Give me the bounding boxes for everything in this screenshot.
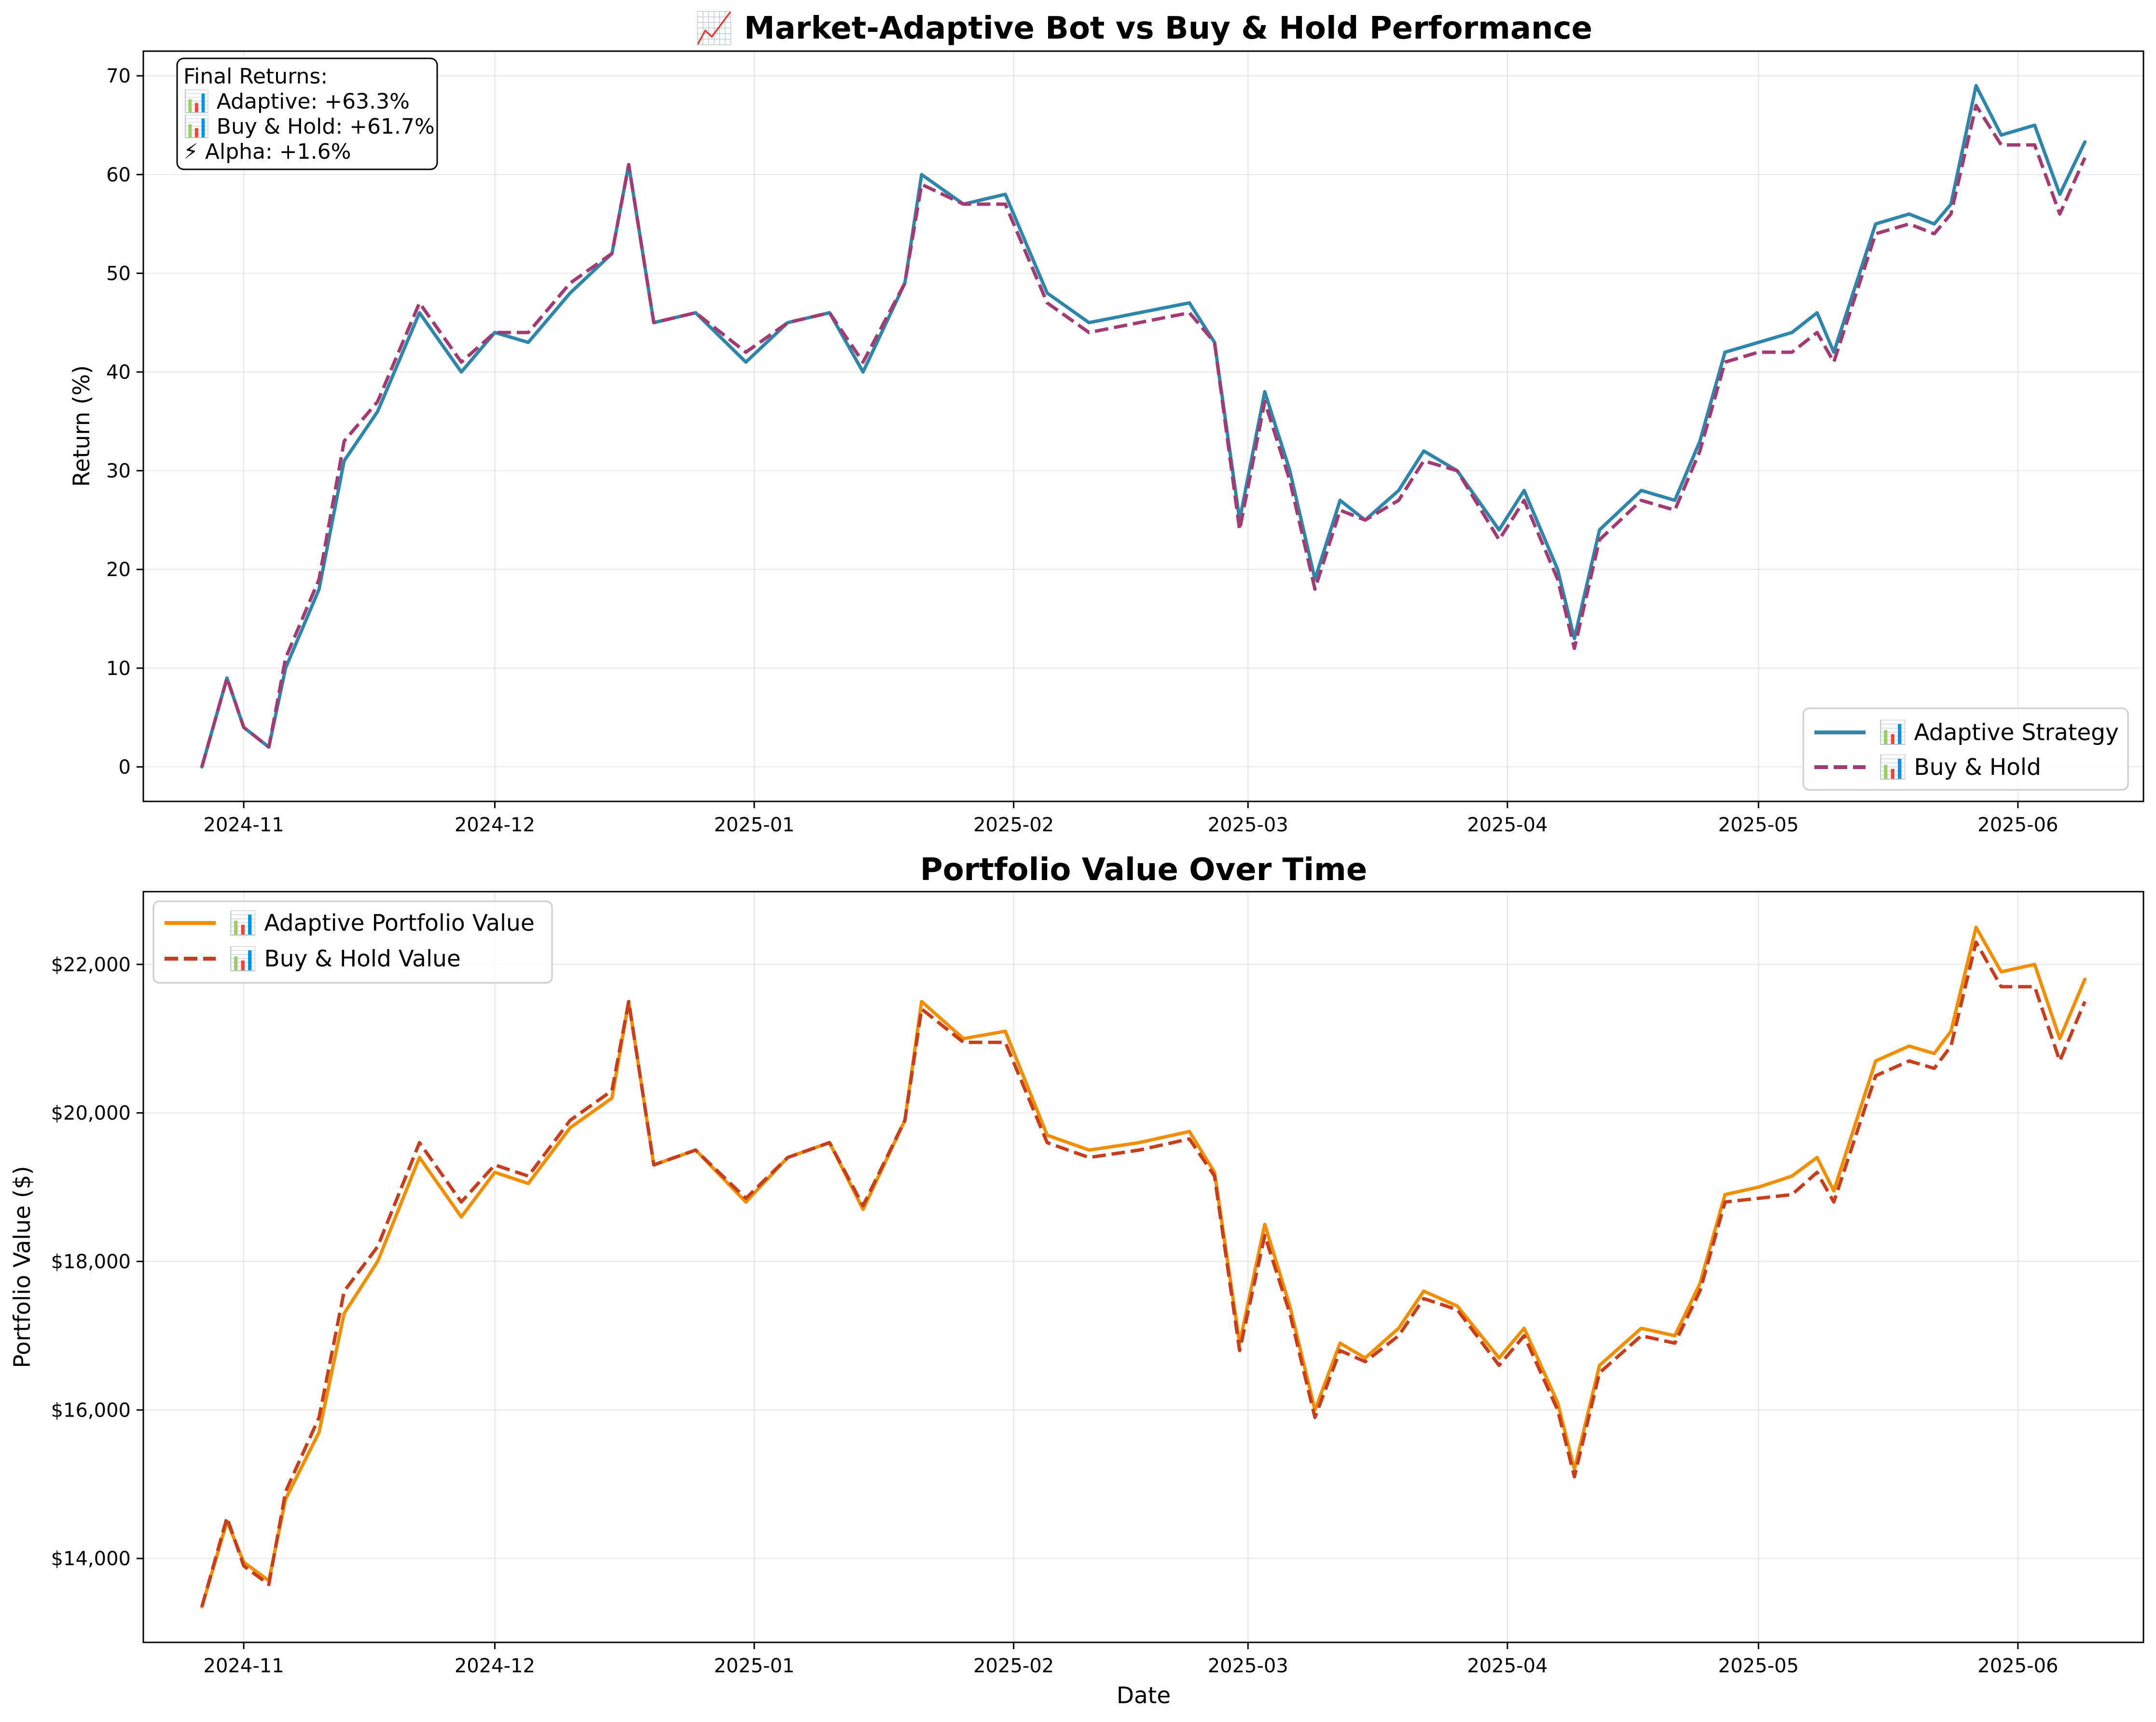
- portfolio-value-chart: Portfolio Value Over Time $14,000 $16,000…: [9, 852, 2144, 1709]
- legend-label-buy-hold-value: 📊 Buy & Hold Value: [229, 946, 461, 972]
- y-tick-label: 50: [106, 262, 131, 285]
- x-tick-label: 2024-12: [455, 1655, 535, 1677]
- legend-label-adaptive-strategy: 📊 Adaptive Strategy: [1879, 719, 2119, 746]
- x-tick-label: 2025-03: [1208, 1655, 1288, 1677]
- x-tick-label: 2025-01: [714, 814, 794, 836]
- y-tick-label: 70: [106, 65, 131, 87]
- x-tick-label: 2025-06: [1977, 814, 2058, 836]
- x-tick-label: 2025-05: [1718, 1655, 1799, 1677]
- x-tick-label: 2025-06: [1977, 1655, 2058, 1677]
- y-tick-label: $18,000: [51, 1251, 131, 1273]
- returns-x-ticks: 2024-11 2024-12 2025-01 2025-02 2025-03 2025-…: [204, 801, 2058, 836]
- annotation-line-3: 📊 Buy & Hold: +61.7%: [183, 114, 435, 139]
- y-tick-label: 0: [119, 756, 131, 778]
- annotation-line-4: ⚡ Alpha: +1.6%: [183, 139, 351, 164]
- returns-chart: 📈 Market-Adaptive Bot vs Buy & Hold Perf…: [69, 11, 2144, 836]
- y-tick-label: $16,000: [51, 1399, 131, 1421]
- returns-y-ticks: 0 10 20 30 40 50 60 70: [106, 65, 143, 778]
- portfolio-chart-title: Portfolio Value Over Time: [920, 852, 1367, 888]
- y-tick-label: 10: [106, 658, 131, 680]
- y-tick-label: 20: [106, 559, 131, 581]
- portfolio-lines: [200, 925, 2087, 1609]
- returns-chart-title: 📈 Market-Adaptive Bot vs Buy & Hold Perf…: [695, 11, 1592, 46]
- portfolio-x-ticks: 2024-11 2024-12 2025-01 2025-02 2025-03 2025-…: [204, 1642, 2058, 1677]
- portfolio-plot-frame: [142, 891, 2144, 1643]
- x-tick-label: 2025-01: [714, 1655, 794, 1677]
- x-tick-label: 2024-11: [204, 1655, 284, 1677]
- returns-legend: 📊 Adaptive Strategy 📊 Buy & Hold: [1802, 707, 2129, 791]
- x-tick-label: 2025-03: [1208, 814, 1288, 836]
- final-returns-annotation: Final Returns: 📊 Adaptive: +63.3% 📊 Buy …: [176, 57, 438, 170]
- legend-label-buy-hold: 📊 Buy & Hold: [1879, 754, 2041, 781]
- x-tick-label: 2025-02: [973, 814, 1054, 836]
- returns-plot-frame: [142, 50, 2144, 802]
- portfolio-grid: [143, 892, 2143, 1642]
- annotation-box: [176, 57, 438, 170]
- returns-legend-box: [1802, 707, 2129, 791]
- portfolio-legend-box: [152, 900, 553, 984]
- y-tick-label: $20,000: [51, 1102, 131, 1125]
- y-tick-label: $22,000: [51, 954, 131, 976]
- returns-y-axis-label: Return (%): [69, 365, 95, 487]
- annotation-line-2: 📊 Adaptive: +63.3%: [183, 89, 410, 114]
- x-tick-label: 2025-04: [1467, 814, 1548, 836]
- returns-lines: [200, 84, 2087, 769]
- x-tick-label: 2024-12: [455, 814, 535, 836]
- portfolio-legend: 📊 Adaptive Portfolio Value 📊 Buy & Hold …: [152, 900, 553, 984]
- x-tick-label: 2025-02: [973, 1655, 1054, 1677]
- y-tick-label: 30: [106, 460, 131, 482]
- y-tick-label: 40: [106, 361, 131, 384]
- portfolio-x-axis-label: Date: [1117, 1682, 1171, 1709]
- legend-label-adaptive-portfolio: 📊 Adaptive Portfolio Value: [229, 910, 535, 937]
- y-tick-label: 60: [106, 164, 131, 186]
- portfolio-y-axis-label: Portfolio Value ($): [9, 1166, 36, 1368]
- returns-grid: [143, 51, 2143, 801]
- y-tick-label: $14,000: [51, 1548, 131, 1570]
- annotation-line-1: Final Returns:: [183, 64, 328, 89]
- portfolio-y-ticks: $14,000 $16,000 $18,000 $20,000 $22,000: [51, 954, 143, 1570]
- x-tick-label: 2024-11: [204, 814, 284, 836]
- x-tick-label: 2025-05: [1718, 814, 1799, 836]
- x-tick-label: 2025-04: [1467, 1655, 1548, 1677]
